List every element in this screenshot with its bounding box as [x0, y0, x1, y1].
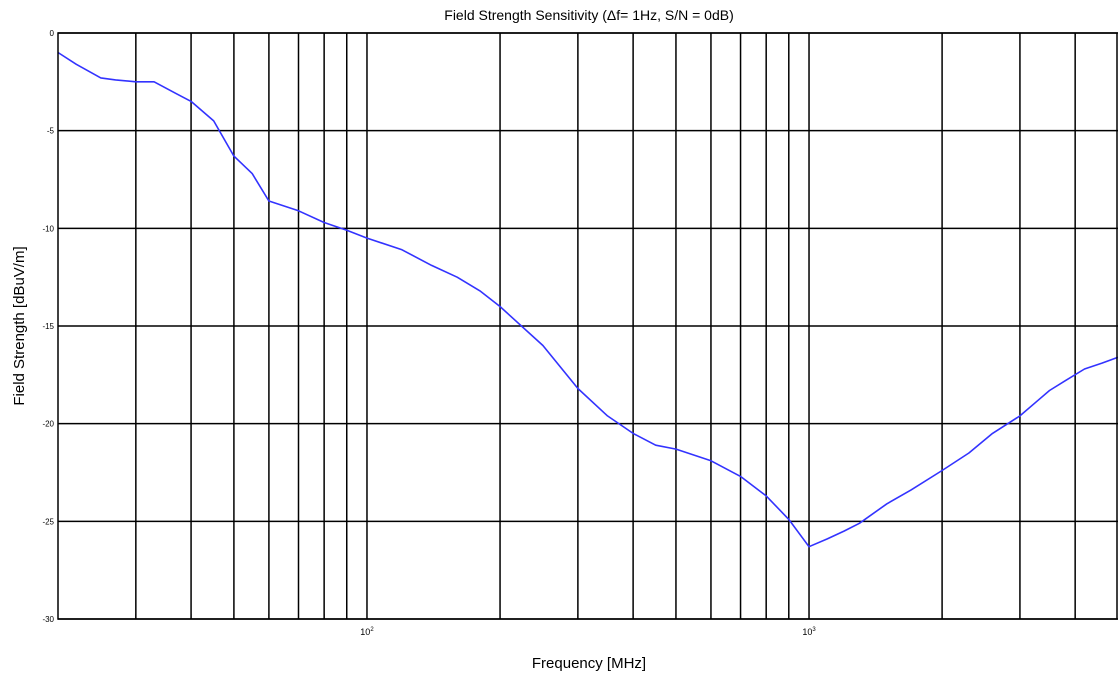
- y-tick-label: -30: [42, 615, 54, 624]
- y-tick-label: -20: [42, 420, 54, 429]
- x-axis-label: Frequency [MHz]: [532, 655, 646, 672]
- y-tick-label: -5: [47, 127, 55, 136]
- y-tick-label: 0: [50, 29, 55, 38]
- plot-frame: [57, 32, 1118, 620]
- series-line: [57, 51, 1118, 548]
- y-tick-label: -10: [42, 224, 54, 233]
- series-layer: [57, 51, 1118, 548]
- grid: [58, 32, 1118, 620]
- y-axis-label: Field Strength [dBuV/m]: [11, 246, 28, 405]
- axes: 0 -5 -10 -15 -20 -25 -30 102 103: [42, 29, 1118, 637]
- y-tick-label: -15: [42, 322, 54, 331]
- x-tick-label: 103: [802, 627, 816, 637]
- chart-title: Field Strength Sensitivity (Δf= 1Hz, S/N…: [444, 7, 733, 23]
- y-tick-label: -25: [42, 517, 54, 526]
- x-tick-label: 102: [360, 627, 374, 637]
